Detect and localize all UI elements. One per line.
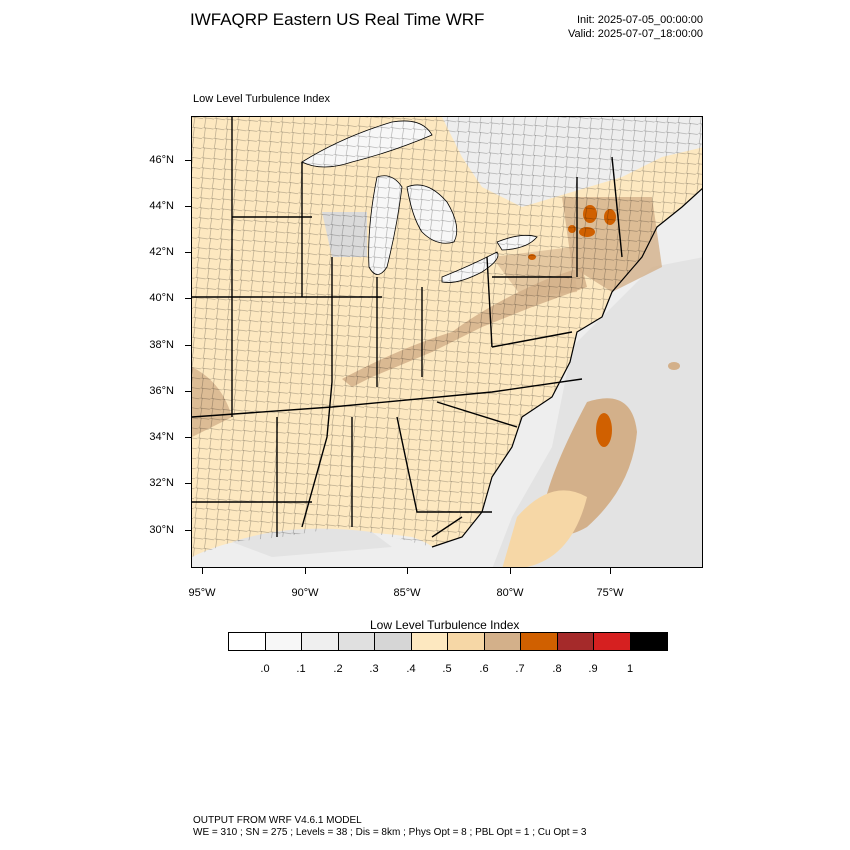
colorbar-label: .6 xyxy=(479,663,489,675)
lat-tick xyxy=(185,160,191,161)
lon-tick xyxy=(407,568,408,574)
colorbar-box xyxy=(484,633,521,650)
colorbar-label: .7 xyxy=(515,663,525,675)
lat-tick xyxy=(185,206,191,207)
lon-tick xyxy=(610,568,611,574)
lat-tick xyxy=(185,345,191,346)
lat-label-44: 44°N xyxy=(149,200,174,212)
east-coastline xyxy=(431,188,702,548)
init-time: Init: 2025-07-05_00:00:00 xyxy=(577,14,703,26)
lat-label-42: 42°N xyxy=(149,246,174,258)
lon-tick xyxy=(202,568,203,574)
main-title: IWFAQRP Eastern US Real Time WRF xyxy=(190,10,485,29)
lat-tick xyxy=(185,437,191,438)
colorbar-box xyxy=(338,633,375,650)
map-title: Low Level Turbulence Index xyxy=(193,93,330,105)
map-panel xyxy=(191,116,703,568)
colorbar-label: 1 xyxy=(626,663,634,675)
colorbar-box xyxy=(557,633,594,650)
lat-label-34: 34°N xyxy=(149,431,174,443)
colorbar-box xyxy=(302,633,339,650)
footer-line-1: OUTPUT FROM WRF V4.6.1 MODEL xyxy=(193,815,362,826)
colorbar-box xyxy=(375,633,412,650)
colorbar-label: .5 xyxy=(442,663,452,675)
colorbar-label: .1 xyxy=(296,663,306,675)
valid-time: Valid: 2025-07-07_18:00:00 xyxy=(568,28,703,40)
ocean-tan-plume-south xyxy=(502,490,587,567)
lon-label-75: 75°W xyxy=(596,587,624,599)
lon-tick xyxy=(305,568,306,574)
lat-label-38: 38°N xyxy=(149,339,174,351)
lat-tick xyxy=(185,298,191,299)
colorbar-box xyxy=(411,633,448,650)
colorbar-box xyxy=(594,633,631,650)
colorbar-title: Low Level Turbulence Index xyxy=(370,618,520,632)
lat-tick xyxy=(185,530,191,531)
colorbar-box xyxy=(448,633,485,650)
colorbar-box xyxy=(229,633,266,650)
lat-label-46: 46°N xyxy=(149,154,174,166)
lon-label-90: 90°W xyxy=(291,587,319,599)
ocean-tan-spot xyxy=(668,362,680,370)
lon-label-95: 95°W xyxy=(188,587,216,599)
colorbar-box xyxy=(630,633,667,650)
lat-label-32: 32°N xyxy=(149,477,174,489)
init-valid-times: Init: 2025-07-05_00:00:00 Valid: 2025-07… xyxy=(568,13,703,41)
map-svg xyxy=(192,117,702,567)
colorbar-label: .2 xyxy=(333,663,343,675)
colorbar-label: .4 xyxy=(406,663,416,675)
lat-label-36: 36°N xyxy=(149,385,174,397)
colorbar-label: .0 xyxy=(260,663,270,675)
colorbar-label: .9 xyxy=(588,663,598,675)
ocean-orange-cell xyxy=(596,413,612,447)
lon-label-85: 85°W xyxy=(393,587,421,599)
colorbar-label: .3 xyxy=(369,663,379,675)
colorbar xyxy=(228,632,668,651)
colorbar-box xyxy=(521,633,558,650)
county-boundaries xyxy=(192,117,702,557)
lat-tick xyxy=(185,391,191,392)
lat-label-30: 30°N xyxy=(149,524,174,536)
lat-label-40: 40°N xyxy=(149,292,174,304)
colorbar-label: .8 xyxy=(552,663,562,675)
lon-label-80: 80°W xyxy=(496,587,524,599)
state-boundaries xyxy=(192,117,623,538)
colorbar-box xyxy=(265,633,302,650)
lat-tick xyxy=(185,483,191,484)
footer-line-2: WE = 310 ; SN = 275 ; Levels = 38 ; Dis … xyxy=(193,827,587,838)
model-footer: OUTPUT FROM WRF V4.6.1 MODEL WE = 310 ; … xyxy=(193,815,586,839)
lon-tick xyxy=(510,568,511,574)
lat-tick xyxy=(185,252,191,253)
